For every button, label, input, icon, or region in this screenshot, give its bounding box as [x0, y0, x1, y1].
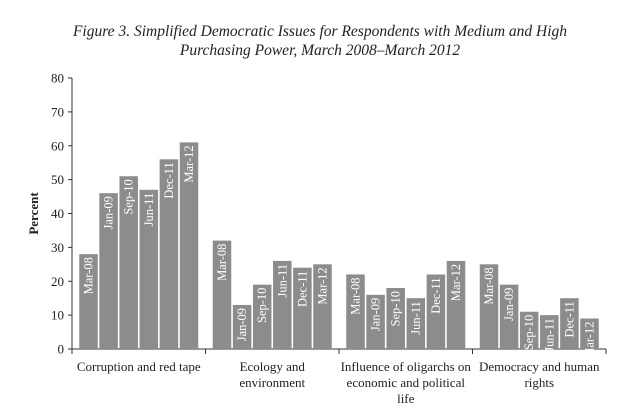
bar-data-label: Sep-10	[122, 179, 136, 214]
bar	[346, 274, 365, 349]
bar	[499, 284, 519, 349]
bar-data-label: Sep-10	[522, 315, 536, 350]
bar	[426, 274, 446, 349]
bar	[519, 311, 539, 349]
bar	[273, 260, 292, 349]
bar-data-label: Mar-12	[182, 145, 196, 182]
bar-data-label: Mar-08	[82, 257, 96, 294]
bar-data-label: Sep-10	[389, 291, 403, 326]
bar	[179, 142, 199, 349]
y-tick-label: 10	[51, 308, 64, 323]
bar-data-label: Mar-12	[449, 264, 463, 301]
x-category-label: life	[397, 391, 415, 406]
bar	[479, 264, 499, 349]
bar	[293, 267, 312, 349]
y-tick-label: 30	[51, 240, 64, 255]
bar-data-label: Mar-12	[316, 267, 330, 304]
bar	[99, 193, 118, 349]
bar	[313, 264, 332, 349]
x-category-label: rights	[524, 375, 554, 390]
bar-data-label: Dec-11	[295, 271, 309, 307]
bar-data-label: Dec-11	[562, 301, 576, 337]
bar	[79, 254, 98, 349]
bar-data-label: Jun-11	[542, 318, 556, 352]
x-category-label: Democracy and human	[479, 359, 600, 374]
bar	[232, 304, 252, 349]
bar-data-label: Mar-08	[349, 277, 363, 314]
bar	[580, 318, 599, 349]
bar	[119, 176, 138, 349]
x-category-label: Ecology and	[240, 359, 306, 374]
y-axis-title: Percent	[26, 192, 41, 235]
bar	[406, 298, 426, 349]
y-tick-label: 0	[58, 342, 65, 357]
y-tick-label: 70	[51, 104, 64, 119]
bar-data-label: Jun-11	[409, 301, 423, 335]
bar	[159, 159, 179, 349]
bar	[252, 284, 272, 349]
bar	[446, 260, 466, 349]
chart-title-line-1: Figure 3. Simplified Democratic Issues f…	[72, 23, 568, 40]
bar-data-label: Jan-09	[235, 308, 249, 341]
y-tick-label: 80	[51, 71, 64, 86]
x-category-label: environment	[239, 375, 305, 390]
x-category-label: economic and political	[347, 375, 466, 390]
bar-data-label: Jan-09	[502, 288, 516, 321]
bar-data-label: Jun-11	[275, 264, 289, 298]
bar-data-label: Mar-08	[482, 267, 496, 304]
chart-title-line-2: Purchasing Power, March 2008–March 2012	[179, 42, 461, 59]
y-tick-label: 50	[51, 172, 64, 187]
y-tick-label: 60	[51, 138, 64, 153]
bar-data-label: Jan-09	[369, 298, 383, 331]
y-tick-label: 40	[51, 206, 64, 221]
bar-data-label: Mar-08	[215, 244, 229, 281]
bar	[366, 294, 385, 349]
x-category-label: Influence of oligarchs on	[341, 359, 472, 374]
bar	[386, 288, 405, 349]
bar-data-label: Dec-11	[162, 162, 176, 198]
bar-data-label: Dec-11	[429, 277, 443, 313]
bar-data-label: Mar-12	[583, 322, 597, 359]
bar	[560, 298, 579, 349]
bar-data-label: Jan-09	[102, 196, 116, 229]
y-tick-label: 20	[51, 274, 64, 289]
bar	[212, 240, 232, 349]
bar	[139, 189, 159, 349]
bar	[540, 315, 559, 349]
bar-data-label: Jun-11	[142, 193, 156, 227]
bar-data-label: Sep-10	[255, 288, 269, 323]
x-category-label: Corruption and red tape	[77, 359, 201, 374]
